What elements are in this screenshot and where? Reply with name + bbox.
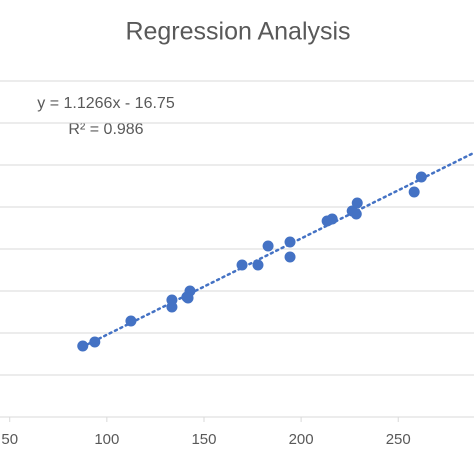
point xyxy=(89,336,101,348)
point xyxy=(326,213,338,225)
x-tick-label: 250 xyxy=(386,431,411,448)
point xyxy=(77,340,89,352)
x-tick-label: 200 xyxy=(289,431,314,448)
point xyxy=(182,292,194,304)
point xyxy=(125,315,137,327)
point xyxy=(166,301,178,313)
point xyxy=(350,208,362,220)
x-tick-label: 150 xyxy=(191,431,216,448)
point xyxy=(351,197,363,209)
x-tick-label: 100 xyxy=(94,431,119,448)
chart-title: Regression Analysis xyxy=(125,18,350,46)
point xyxy=(284,251,296,263)
point xyxy=(408,186,420,198)
point xyxy=(284,236,296,248)
trendline xyxy=(81,151,474,348)
x-tick-label: 50 xyxy=(1,431,18,448)
point xyxy=(415,171,427,183)
point xyxy=(252,259,264,271)
annotation: y = 1.1266x - 16.75 xyxy=(37,95,175,112)
point xyxy=(236,259,248,271)
point xyxy=(262,240,274,252)
annotation: R² = 0.986 xyxy=(68,121,143,138)
